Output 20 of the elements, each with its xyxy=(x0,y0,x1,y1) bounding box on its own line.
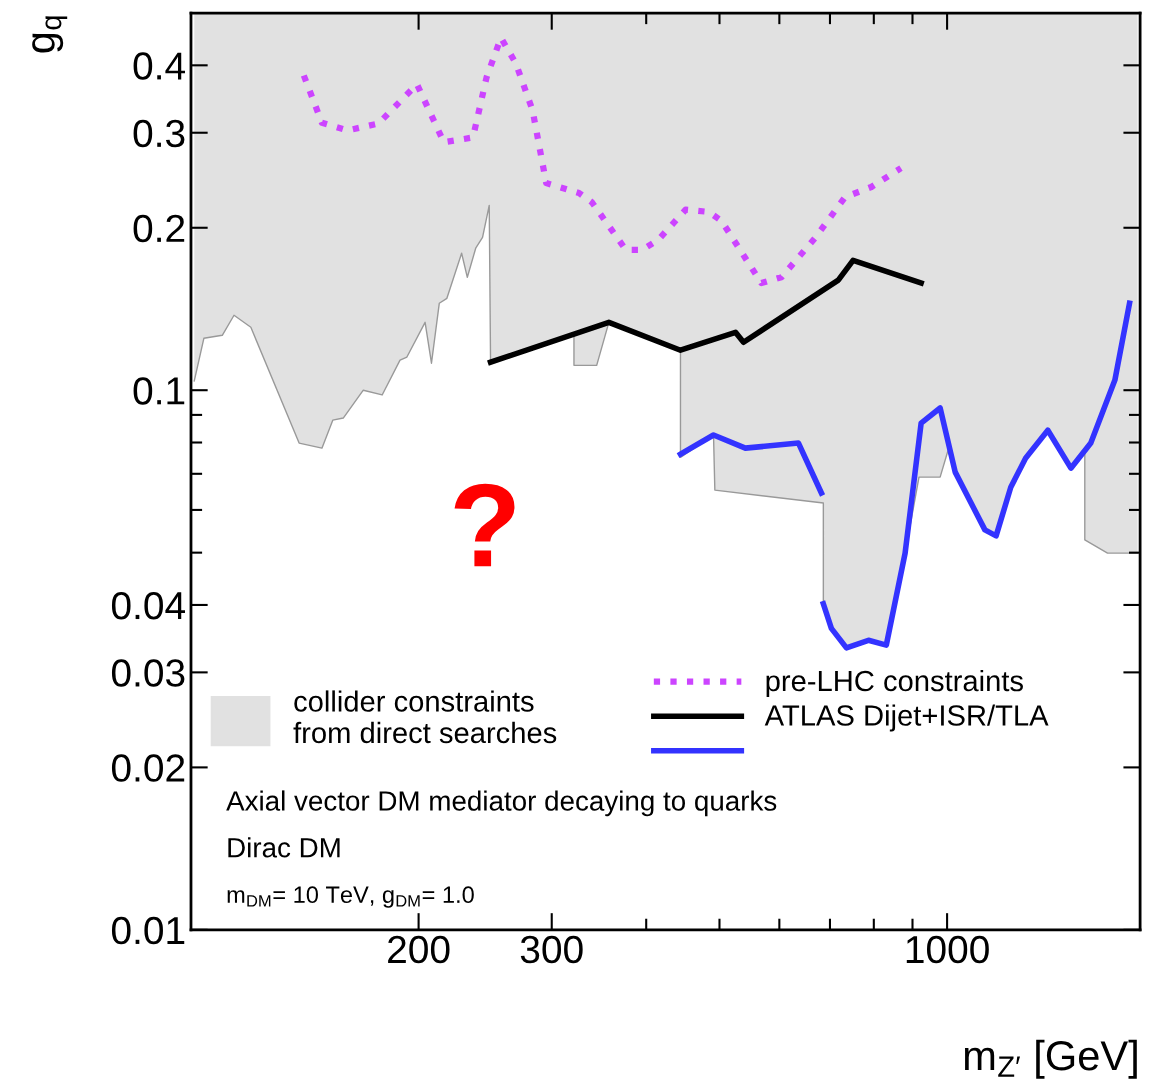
legend-label: ATLAS Dijet+ISR/TLA xyxy=(764,704,1049,732)
y-tick-label: 0.3 xyxy=(133,119,185,148)
annotation: ? xyxy=(454,483,515,567)
y-tick-label: 0.01 xyxy=(111,916,185,945)
y-tick-label: 0.03 xyxy=(111,659,185,687)
x-tick-label: 300 xyxy=(520,935,583,964)
y-tick-label: 0.02 xyxy=(111,754,185,782)
y-tick-label: 0.2 xyxy=(133,214,185,243)
y-tick-label: 0.4 xyxy=(133,52,185,80)
annotation: Dirac DM xyxy=(228,837,340,858)
annotation: m$_{DM}$= 10 TeV, g$_{DM}$= 1.0 xyxy=(227,886,474,908)
legend-label: collider constraints from direct searches xyxy=(293,690,557,744)
annotation: Axial vector DM mediator decaying to quarks xyxy=(226,790,777,817)
y-axis-title: g$_{q}$ xyxy=(32,16,68,53)
x-axis-title: m$_{Z′}$ [GeV] xyxy=(964,1039,1137,1079)
legend-label: pre-LHC constraints xyxy=(766,669,1023,698)
x-tick-label: 1000 xyxy=(906,935,989,964)
y-tick-label: 0.1 xyxy=(133,377,185,405)
y-tick-label: 0.04 xyxy=(111,591,185,620)
x-tick-label: 200 xyxy=(388,935,450,964)
